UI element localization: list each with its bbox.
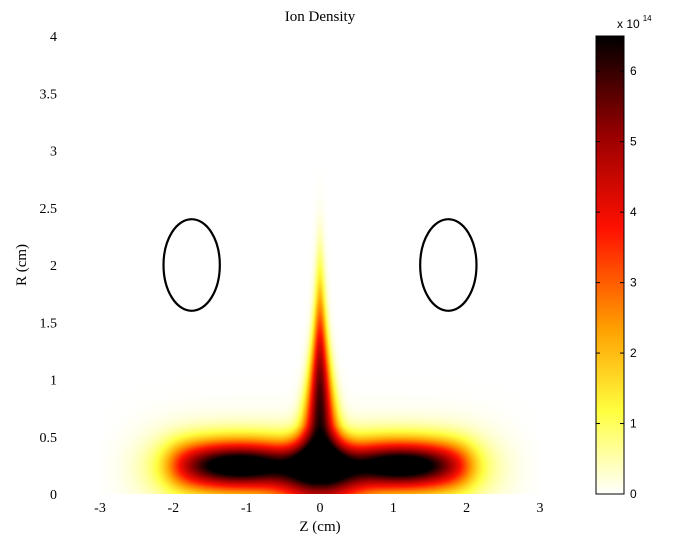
x-tick-label: 2 xyxy=(463,501,470,516)
x-tick-label: 3 xyxy=(537,501,544,516)
x-axis-ticks: -3 -2 -1 0 1 2 3 xyxy=(94,501,543,516)
x-axis-label: Z (cm) xyxy=(299,519,340,535)
heatmap-layer xyxy=(100,36,540,494)
y-tick-label: 1.5 xyxy=(40,316,58,331)
colorbar-tick-label: 5 xyxy=(630,135,637,149)
chart-title: Ion Density xyxy=(285,9,356,25)
y-tick-label: 2.5 xyxy=(40,202,58,217)
colorbar-tick-label: 6 xyxy=(630,64,637,78)
colorbar-tick-label: 0 xyxy=(630,487,637,501)
x-tick-label: -2 xyxy=(167,501,179,516)
colorbar-tick-label: 4 xyxy=(630,205,637,219)
colorbar: 0 1 2 3 4 5 6 x 10 14 xyxy=(595,14,652,501)
colorbar-gradient xyxy=(595,35,625,495)
x-tick-label: 1 xyxy=(390,501,397,516)
coil-outline xyxy=(162,218,221,312)
colorbar-multiplier: x 10 14 xyxy=(617,14,652,31)
y-tick-label: 2 xyxy=(50,259,57,274)
colorbar-tick-label: 1 xyxy=(630,417,637,431)
y-tick-label: 0.5 xyxy=(40,431,58,446)
colorbar-tick-label: 2 xyxy=(630,346,637,360)
y-tick-label: 0 xyxy=(50,488,57,503)
coil-outline xyxy=(419,218,478,312)
coil-outlines xyxy=(162,218,478,312)
colorbar-tick-label: 3 xyxy=(630,276,637,290)
colorbar-multiplier-base: x 10 xyxy=(617,17,640,31)
x-tick-label: -3 xyxy=(94,501,106,516)
y-tick-label: 4 xyxy=(50,30,57,45)
density-heatmap xyxy=(100,36,540,494)
colorbar-ticks: 0 1 2 3 4 5 6 xyxy=(596,64,637,501)
y-axis-label: R (cm) xyxy=(14,244,30,286)
y-tick-label: 1 xyxy=(50,374,57,389)
y-tick-label: 3.5 xyxy=(40,87,58,102)
x-tick-label: -1 xyxy=(241,501,253,516)
y-axis-ticks: 0 0.5 1 1.5 2 2.5 3 3.5 4 xyxy=(40,30,58,503)
colorbar-multiplier-exponent: 14 xyxy=(643,14,652,23)
x-tick-label: 0 xyxy=(317,501,324,516)
y-tick-label: 3 xyxy=(50,145,57,160)
